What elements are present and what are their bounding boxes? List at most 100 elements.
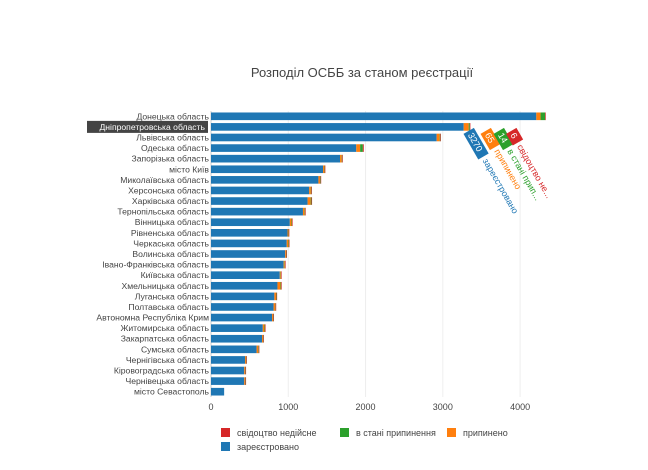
bar-segment xyxy=(273,303,276,311)
bar-segment xyxy=(356,144,361,152)
bar-segment xyxy=(324,165,326,174)
bar-segment xyxy=(288,239,290,248)
bar-segment xyxy=(291,218,293,227)
bar-segment xyxy=(211,324,263,332)
x-tick-label: 2000 xyxy=(356,402,376,412)
y-tick-label: місто Севастополь xyxy=(134,387,210,397)
bar-segment xyxy=(287,229,289,237)
bar-segment xyxy=(289,218,292,227)
y-tick-label: Сумська область xyxy=(141,344,210,354)
bar-segment xyxy=(436,133,440,142)
bar-segment xyxy=(536,112,541,121)
bar-segment xyxy=(245,366,247,375)
bar-segment xyxy=(285,250,287,258)
bar-segment xyxy=(311,197,313,205)
y-tick-label: Львівська область xyxy=(136,132,209,142)
bar-segment xyxy=(285,260,286,269)
bar-segment xyxy=(211,250,286,258)
bar-segment xyxy=(211,387,225,396)
y-tick-label: Черкаська область xyxy=(133,238,209,248)
bar-segment xyxy=(211,112,537,121)
bar-segment xyxy=(280,271,282,279)
bar-segment xyxy=(211,271,280,279)
legend-item: в стані припинення xyxy=(340,428,436,438)
bar-segment xyxy=(262,324,265,332)
bar-segment xyxy=(272,313,273,322)
bar-segment xyxy=(362,144,364,152)
x-tick-label: 1000 xyxy=(278,402,298,412)
bar-segment xyxy=(211,165,324,174)
y-tick-label: Харківська область xyxy=(132,196,210,206)
bar-segment xyxy=(274,292,277,301)
legend-swatch xyxy=(340,428,349,437)
bar-segment xyxy=(440,133,441,142)
bar-segment xyxy=(245,356,246,364)
bar-segment xyxy=(463,123,469,131)
bar-segment xyxy=(258,345,259,354)
bar-segment xyxy=(311,186,312,195)
y-tick-label: Тернопільська область xyxy=(117,207,209,217)
bar-segment xyxy=(360,144,363,152)
bar-segment xyxy=(211,281,278,290)
bar-segment xyxy=(277,281,281,290)
legend-swatch xyxy=(221,442,230,451)
legend-swatch xyxy=(447,428,456,437)
bar-segment xyxy=(286,250,287,258)
bar-segment xyxy=(211,186,310,195)
hover-label-value: 14 xyxy=(496,131,510,145)
hover-label-value: 65 xyxy=(483,131,497,145)
bar-segment xyxy=(262,334,264,343)
bar-segment xyxy=(256,345,259,354)
y-tick-label: Київська область xyxy=(141,270,210,280)
bar-segment xyxy=(281,271,282,279)
bar-segment xyxy=(281,281,282,290)
hovered-category-box xyxy=(87,120,208,133)
legend-label: припинено xyxy=(463,428,508,438)
legend: свідоцтво недійсне в стані припинення прип… xyxy=(221,428,508,452)
bar-segment xyxy=(309,186,311,195)
bar-segment xyxy=(244,377,246,385)
bar-segment xyxy=(318,176,321,184)
legend-item: свідоцтво недійсне xyxy=(221,428,317,438)
bar-segment xyxy=(275,303,277,311)
x-tick-label: 3000 xyxy=(433,402,453,412)
y-tick-label: Луганська область xyxy=(135,291,210,301)
bar-segment xyxy=(211,207,303,216)
y-tick-label: Івано-Франківська область xyxy=(102,260,209,270)
bar-segment xyxy=(211,144,357,152)
y-tick-label: Вінницька область xyxy=(135,217,210,227)
bar-segment xyxy=(211,345,257,354)
y-tick-label: Рівненська область xyxy=(131,228,210,238)
y-tick-label: Житомирська область xyxy=(120,323,209,333)
bar-segment xyxy=(245,377,247,385)
bar-segment xyxy=(211,197,308,205)
hover-label-box xyxy=(506,127,524,146)
hover-label-box xyxy=(463,127,489,160)
bar-segment xyxy=(211,133,437,142)
y-tick-label: Полтавська область xyxy=(128,302,209,312)
bar-segment xyxy=(279,271,281,279)
x-tick-label: 0 xyxy=(208,402,213,412)
x-axis: 0 1000 2000 3000 4000 xyxy=(208,402,530,412)
bar-segment xyxy=(211,154,341,163)
bar-segment xyxy=(288,229,290,237)
y-tick-label: Миколаївська область xyxy=(120,175,209,185)
bar-segment xyxy=(340,154,342,163)
bar-segment xyxy=(310,197,312,205)
y-tick-label: Дніпропетровська область xyxy=(99,122,205,132)
bar-segment xyxy=(211,334,262,343)
y-tick-label: Одеська область xyxy=(141,143,210,153)
bar-segment xyxy=(310,186,312,195)
y-tick-label: Запорізька область xyxy=(132,154,210,164)
bar-segment xyxy=(211,303,274,311)
bar-segment xyxy=(211,292,275,301)
bar-segment xyxy=(245,366,246,375)
bar-segment xyxy=(324,165,326,174)
legend-item: припинено xyxy=(447,428,508,438)
bar-segment xyxy=(211,260,284,269)
bar-segment xyxy=(262,334,263,343)
y-tick-label: Волинська область xyxy=(132,249,209,259)
bar-segment xyxy=(288,229,290,237)
